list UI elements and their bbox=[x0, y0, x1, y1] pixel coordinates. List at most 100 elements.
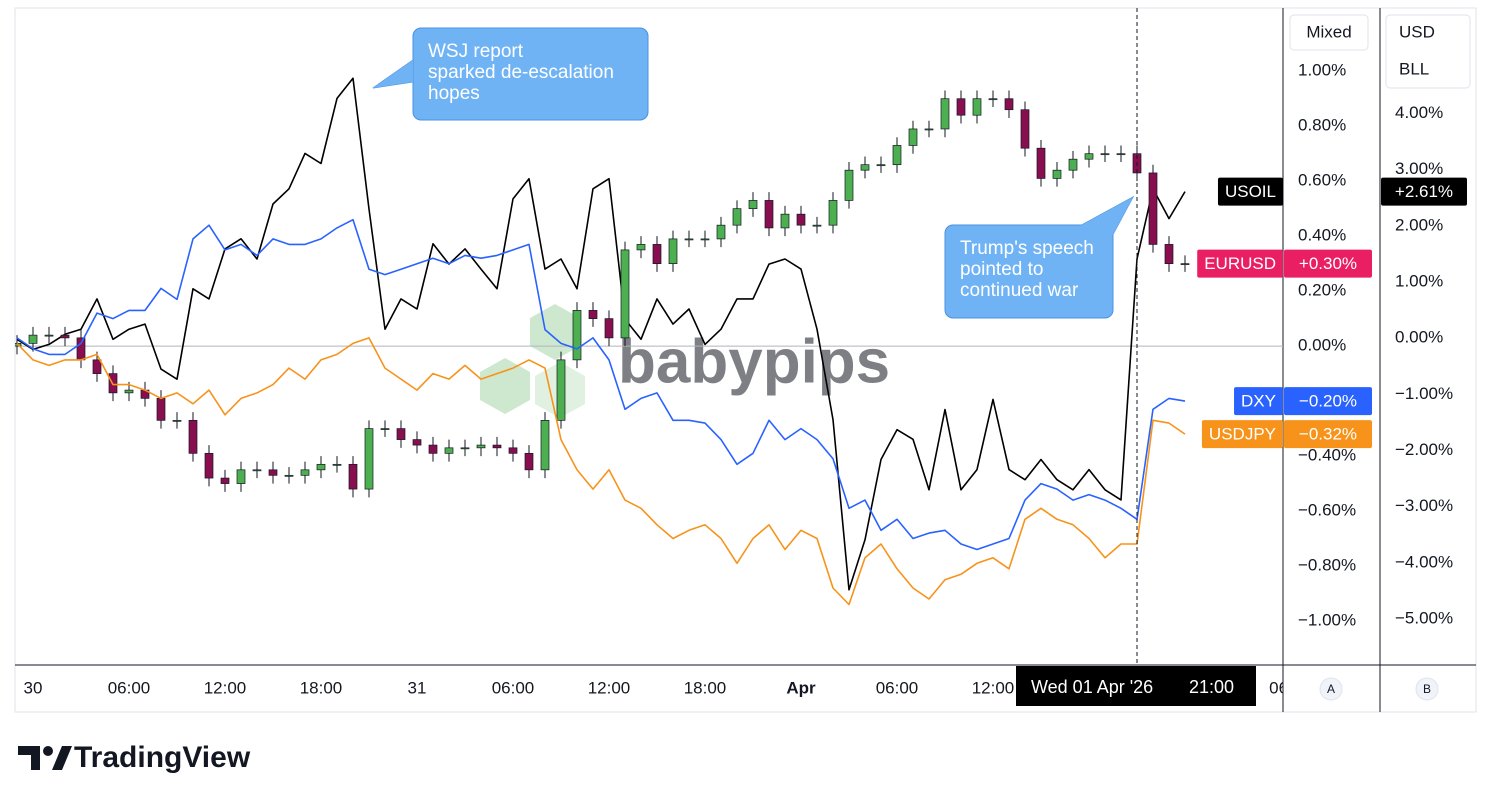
candle-body bbox=[460, 447, 470, 450]
candle-body bbox=[748, 200, 758, 210]
logo-mark bbox=[52, 746, 72, 770]
y2-tick-label: 4.00% bbox=[1395, 103, 1443, 122]
y2-tick-label: −1.00% bbox=[1395, 384, 1453, 403]
y2-tick-label: 1.00% bbox=[1395, 272, 1443, 291]
series-name: USDJPY bbox=[1209, 425, 1276, 444]
y-tick-label: −0.60% bbox=[1298, 501, 1356, 520]
candle-body bbox=[204, 452, 214, 479]
candle-body bbox=[156, 398, 166, 421]
candle-body bbox=[1020, 109, 1030, 149]
candle-body bbox=[684, 238, 694, 241]
series-name-box bbox=[1234, 387, 1283, 416]
candle-body bbox=[620, 249, 630, 339]
currency-unit-button[interactable]: USD BLL bbox=[1385, 14, 1471, 89]
button-circle[interactable] bbox=[1319, 677, 1343, 701]
candle-body bbox=[1052, 169, 1062, 179]
candle-body bbox=[812, 224, 822, 227]
candle-body bbox=[668, 238, 678, 265]
axis-b-button[interactable]: B bbox=[1415, 677, 1439, 701]
crosshair-date: Wed 01 Apr '26 bbox=[1031, 677, 1153, 697]
candle-body bbox=[764, 200, 774, 229]
candle-body bbox=[396, 428, 406, 440]
candle-body bbox=[492, 444, 502, 449]
candle-body bbox=[828, 200, 838, 226]
crosshair-label-box bbox=[1016, 666, 1256, 706]
button-circle[interactable] bbox=[1415, 677, 1439, 701]
button-label[interactable]: Mixed bbox=[1306, 22, 1351, 41]
candle-body bbox=[300, 469, 310, 476]
candle-body bbox=[604, 318, 614, 339]
axis-a-button[interactable]: A bbox=[1319, 677, 1343, 701]
last-value-box bbox=[1284, 387, 1372, 416]
candle-body bbox=[508, 447, 518, 454]
y2-tick-label: −3.00% bbox=[1395, 496, 1453, 515]
logo-mark bbox=[43, 746, 53, 756]
button-frame[interactable] bbox=[1385, 14, 1471, 89]
candle-body bbox=[316, 463, 326, 471]
annotation-box bbox=[944, 224, 1114, 319]
candle-body bbox=[588, 310, 598, 319]
y-tick-label: −1.00% bbox=[1298, 611, 1356, 630]
scale-mode-button[interactable]: Mixed bbox=[1289, 14, 1369, 51]
candle-body bbox=[220, 477, 230, 484]
currency-label[interactable]: USD bbox=[1399, 22, 1435, 41]
series-name-box bbox=[1201, 420, 1283, 449]
candle-body bbox=[380, 428, 390, 430]
y2-tick-label: −5.00% bbox=[1395, 608, 1453, 627]
last-value-box bbox=[1381, 177, 1467, 206]
annotation-text: pointed to bbox=[960, 259, 1043, 280]
series-line bbox=[16, 218, 1186, 551]
candle-body bbox=[1100, 153, 1110, 156]
watermark-text: babypips bbox=[618, 327, 890, 396]
candle-body bbox=[1164, 244, 1174, 265]
candle-body bbox=[716, 224, 726, 240]
candle-body bbox=[268, 469, 278, 476]
brand-logo: TradingView bbox=[18, 741, 251, 774]
y-tick-label: 0.60% bbox=[1298, 171, 1346, 190]
candle-body bbox=[556, 359, 566, 421]
x-tick-label: 06:00 bbox=[108, 678, 151, 697]
series-name-box bbox=[1217, 177, 1283, 206]
last-value-label: −0.32% bbox=[1299, 425, 1357, 444]
candle-body bbox=[1180, 263, 1190, 266]
series-labels: +2.61% USOIL +0.30% EURUSD −0.20% DXY −0.32% US… bbox=[1197, 177, 1467, 449]
y-tick-label: −0.80% bbox=[1298, 556, 1356, 575]
candle-body bbox=[924, 128, 934, 131]
candle-body bbox=[956, 98, 966, 116]
candle-body bbox=[124, 389, 134, 394]
candle-body bbox=[1084, 153, 1094, 160]
last-value-label: +0.30% bbox=[1299, 254, 1357, 273]
x-tick-label: 06:00 bbox=[492, 678, 535, 697]
candle-body bbox=[172, 419, 182, 422]
candle-body bbox=[796, 213, 806, 226]
candle-body bbox=[972, 98, 982, 116]
x-tick-label: 12:00 bbox=[972, 678, 1015, 697]
candle-body bbox=[76, 337, 86, 361]
candle-body bbox=[428, 444, 438, 454]
last-value-box bbox=[1284, 420, 1372, 449]
y2-tick-label: 0.00% bbox=[1395, 328, 1443, 347]
x-tick-label: 31 bbox=[408, 678, 427, 697]
candle-body bbox=[1148, 172, 1158, 245]
x-tick-label: 06:00 bbox=[876, 678, 919, 697]
series-name: EURUSD bbox=[1204, 254, 1276, 273]
candle-body bbox=[876, 164, 886, 167]
candle-body bbox=[700, 238, 710, 241]
time-axis: 30 06:00 12:00 18:00 31 06:00 12:00 18:00 Apr 06:… bbox=[24, 678, 1293, 697]
x-tick-label: 06: bbox=[1269, 678, 1293, 697]
candle-body bbox=[572, 310, 582, 361]
unit-label[interactable]: BLL bbox=[1399, 59, 1429, 78]
brand-name: TradingView bbox=[74, 741, 251, 774]
button-frame[interactable] bbox=[1289, 14, 1369, 51]
chart-frame bbox=[14, 7, 1477, 713]
candle-body bbox=[444, 447, 454, 454]
annotation-text: Trump's speech bbox=[960, 238, 1094, 259]
annotation-text: sparked de-escalation bbox=[428, 62, 614, 83]
candle-body bbox=[652, 244, 662, 265]
candle-body bbox=[524, 452, 534, 471]
button-label[interactable]: B bbox=[1423, 682, 1431, 696]
button-label[interactable]: A bbox=[1327, 682, 1335, 696]
y-tick-label: 0.40% bbox=[1298, 226, 1346, 245]
candle-body bbox=[1004, 98, 1014, 111]
last-value-label: +2.61% bbox=[1395, 182, 1453, 201]
